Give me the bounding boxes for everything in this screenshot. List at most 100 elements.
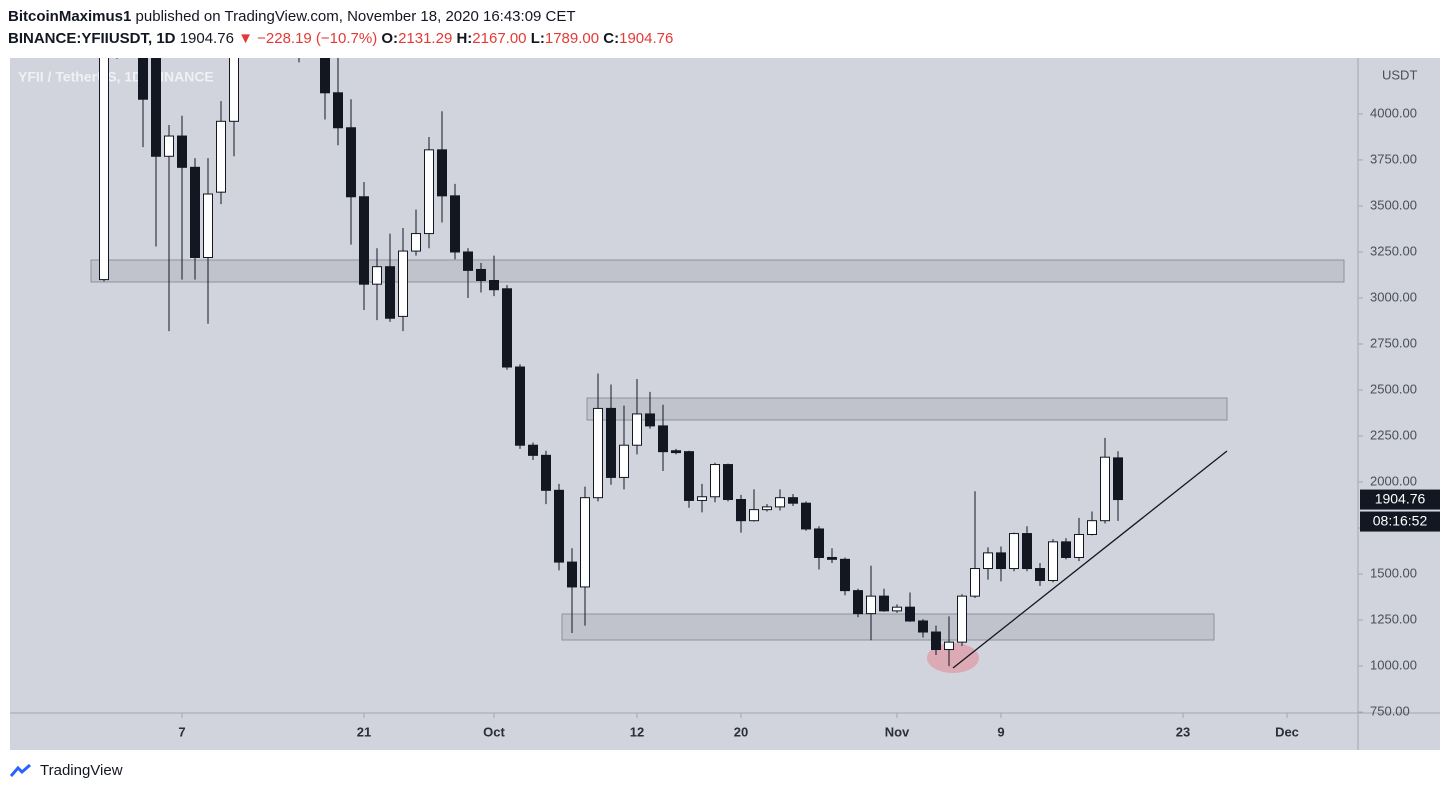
y-tick-label: 2250.00 (1370, 427, 1417, 442)
candle-body (476, 268, 486, 282)
candle-body (190, 166, 200, 258)
candle (931, 625, 941, 656)
symbol: BINANCE:YFIIUSDT, 1D (8, 30, 176, 47)
candle-body (489, 280, 499, 291)
candle-body (593, 407, 603, 499)
candle (126, 0, 135, 40)
candle-body (710, 464, 720, 498)
candle-body (762, 506, 772, 511)
candle (243, 0, 252, 55)
candle-body (346, 127, 356, 198)
candle (164, 124, 174, 332)
candles (99, 0, 1123, 667)
y-tick-label: 1000.00 (1370, 658, 1417, 673)
candle (282, 0, 291, 13)
candle-body (295, 0, 304, 31)
candle (99, 58, 109, 282)
candle (151, 58, 161, 247)
ohlc-label: H: (456, 30, 473, 47)
logo-text: TradingView (40, 762, 123, 779)
candle (216, 101, 226, 205)
candle (801, 501, 811, 531)
candle-body (775, 497, 785, 508)
candle (866, 565, 876, 641)
candle (528, 442, 538, 460)
candle-body (203, 193, 213, 258)
candle (619, 405, 629, 490)
candle (256, 0, 265, 40)
watermark: YFII / TetherUS, 1D, BINANCE (18, 69, 214, 85)
candle-body (827, 556, 837, 560)
candle-body (970, 568, 980, 597)
y-tick-label: 4000.00 (1370, 105, 1417, 120)
candle-body (99, 58, 109, 281)
candle (1009, 532, 1019, 572)
x-tick-label: Oct (483, 724, 505, 739)
candle-body (256, 0, 265, 4)
header-line-2: BINANCE:YFIIUSDT, 1D 1904.76 ▼ −228.19 (… (8, 28, 673, 50)
x-tick-label: Nov (885, 724, 910, 739)
candle (1100, 437, 1110, 524)
candle (879, 588, 889, 612)
candle (333, 58, 343, 146)
y-tick-label: 2500.00 (1370, 381, 1417, 396)
author: BitcoinMaximus1 (8, 8, 132, 25)
candle-body (398, 250, 408, 317)
candle (697, 483, 707, 513)
candle (138, 58, 148, 148)
candle (918, 619, 928, 638)
change: −228.19 (−10.7%) (257, 30, 378, 47)
x-tick-label: Dec (1275, 724, 1299, 739)
candle-body (567, 561, 577, 588)
candle-body (736, 499, 746, 522)
candle-body (126, 0, 135, 22)
header-line-1: BitcoinMaximus1 published on TradingView… (8, 6, 673, 28)
candle (203, 158, 213, 324)
candle-body (113, 4, 122, 50)
candle (814, 526, 824, 570)
plot-area (90, 0, 1345, 673)
countdown-box (1360, 511, 1440, 532)
resistance-zone (586, 397, 1228, 421)
candle (308, 0, 317, 48)
ohlc-label: C: (603, 30, 620, 47)
candle-body (1061, 541, 1071, 558)
candle-body (528, 444, 538, 456)
candle-body (216, 120, 226, 193)
y-tick-label: 3500.00 (1370, 197, 1417, 212)
ohlc-label: O: (381, 30, 399, 47)
candle-body (866, 595, 876, 615)
candle (554, 483, 564, 571)
candle-body (632, 413, 642, 446)
candle-body (879, 595, 889, 612)
y-unit: USDT (1382, 67, 1417, 82)
resistance-zone (90, 259, 1345, 283)
candle-body (320, 58, 330, 94)
candle (892, 604, 902, 613)
candle (541, 450, 551, 505)
candle (762, 504, 772, 512)
header: BitcoinMaximus1 published on TradingView… (8, 6, 673, 50)
candle (645, 391, 655, 429)
candle (269, 0, 278, 22)
candle (1074, 517, 1084, 562)
candle (1087, 511, 1097, 536)
candle (788, 493, 798, 506)
candle-body (931, 631, 941, 651)
candle (749, 489, 759, 522)
ohlc-label: L: (530, 30, 545, 47)
support-zone (561, 613, 1215, 641)
y-tick-label: 2000.00 (1370, 473, 1417, 488)
x-tick-label: 7 (178, 724, 185, 739)
candle (385, 233, 395, 322)
candle (476, 263, 486, 293)
candle-body (308, 4, 317, 32)
candle-body (957, 595, 967, 643)
candle (359, 182, 369, 310)
candle (606, 384, 616, 485)
candle (957, 594, 967, 646)
candle (944, 616, 954, 667)
x-tick-label: 23 (1176, 724, 1190, 739)
candle-body (983, 552, 993, 570)
candle-body (411, 233, 421, 252)
